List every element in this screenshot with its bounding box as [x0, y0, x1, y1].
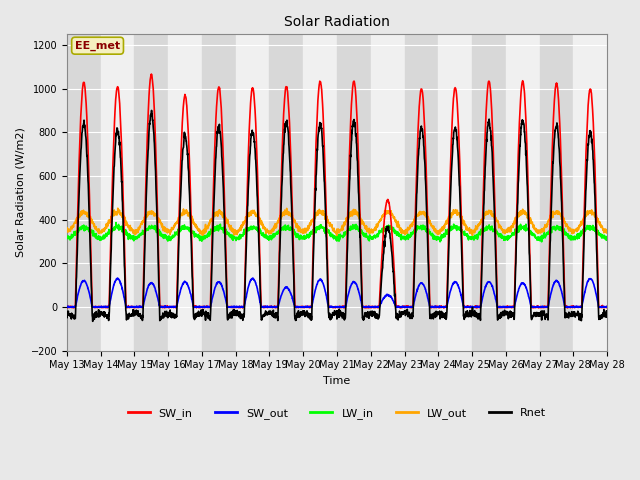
Bar [303, 35, 337, 350]
Bar [371, 35, 404, 350]
LW_in [538, 239, 545, 245]
LW_out [596, 223, 604, 228]
SW_out [234, 304, 241, 310]
Rnet [234, 311, 242, 316]
Rnet [89, 318, 97, 324]
SW_out [117, 282, 125, 288]
Bar [472, 35, 506, 350]
Rnet [63, 312, 71, 318]
Title: Solar Radiation: Solar Radiation [284, 15, 390, 29]
LW_in [531, 231, 538, 237]
LW_in [117, 225, 125, 231]
LW_out [531, 225, 538, 230]
Rnet [500, 313, 508, 319]
SW_in [64, 305, 72, 311]
SW_in [531, 304, 538, 310]
SW_in [596, 304, 604, 310]
Rnet [604, 311, 611, 317]
Line: LW_in: LW_in [67, 223, 607, 242]
Bar [506, 35, 540, 350]
LW_out [370, 228, 378, 233]
SW_in [63, 304, 71, 310]
Bar [540, 35, 573, 350]
LW_in [112, 220, 120, 226]
Bar [269, 35, 303, 350]
SW_out [370, 304, 378, 310]
Bar [202, 35, 236, 350]
Bar [573, 35, 607, 350]
SW_out [63, 304, 71, 310]
X-axis label: Time: Time [323, 376, 351, 386]
SW_in [604, 303, 611, 309]
Rnet [531, 312, 538, 318]
Rnet [370, 310, 378, 315]
SW_out [114, 276, 122, 281]
Line: SW_in: SW_in [67, 74, 607, 308]
Text: EE_met: EE_met [75, 41, 120, 51]
Bar [236, 35, 269, 350]
LW_in [604, 235, 611, 241]
Line: SW_out: SW_out [67, 278, 607, 307]
LW_in [596, 232, 604, 238]
Bar [404, 35, 438, 350]
SW_in [117, 130, 125, 136]
SW_out [500, 304, 508, 310]
LW_out [63, 226, 71, 232]
LW_out [234, 228, 241, 233]
SW_in [148, 72, 156, 77]
SW_out [531, 304, 538, 310]
Rnet [148, 108, 156, 113]
Bar [100, 35, 134, 350]
Bar [438, 35, 472, 350]
Bar [67, 35, 100, 350]
LW_out [114, 205, 122, 211]
Bar [337, 35, 371, 350]
Bar [168, 35, 202, 350]
LW_out [333, 233, 340, 239]
Y-axis label: Solar Radiation (W/m2): Solar Radiation (W/m2) [15, 128, 25, 257]
SW_in [370, 304, 378, 310]
Legend: SW_in, SW_out, LW_in, LW_out, Rnet: SW_in, SW_out, LW_in, LW_out, Rnet [123, 404, 551, 423]
SW_in [234, 304, 242, 310]
Line: LW_out: LW_out [67, 208, 607, 236]
LW_in [500, 234, 508, 240]
LW_out [500, 228, 508, 234]
LW_in [370, 235, 378, 240]
LW_out [604, 228, 611, 234]
LW_in [63, 235, 71, 240]
Bar [134, 35, 168, 350]
LW_out [117, 212, 125, 217]
Line: Rnet: Rnet [67, 110, 607, 321]
SW_out [604, 304, 611, 310]
LW_in [234, 236, 241, 241]
Rnet [596, 313, 604, 319]
Rnet [117, 166, 125, 172]
SW_in [500, 304, 508, 310]
SW_out [596, 304, 604, 310]
